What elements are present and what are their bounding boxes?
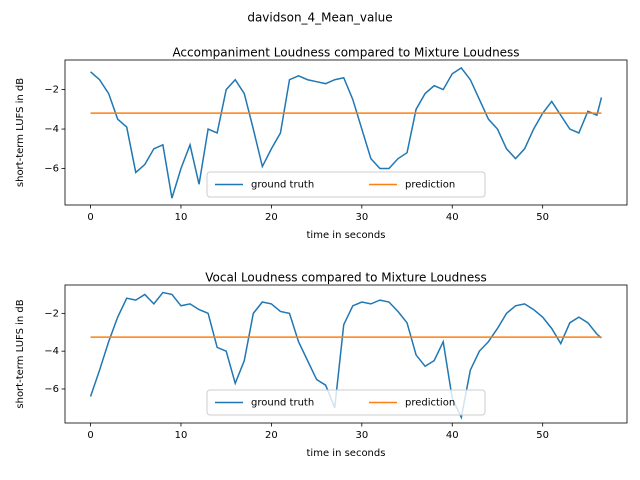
legend-box — [206, 171, 486, 198]
legend-box — [206, 389, 486, 416]
series-line — [90, 66, 603, 199]
x-tick-label: 40 — [446, 212, 459, 223]
legend-label: prediction — [405, 180, 455, 191]
x-tick-label: 10 — [175, 212, 188, 223]
y-axis-label: short-term LUFS in dB — [15, 299, 26, 408]
y-tick-label: −2 — [44, 85, 59, 96]
figure-title: davidson_4_Mean_value — [247, 11, 392, 25]
legend-label: prediction — [405, 398, 455, 409]
y-tick-label: −4 — [44, 124, 59, 135]
x-tick-label: 30 — [355, 430, 368, 441]
x-tick-label: 10 — [175, 430, 188, 441]
x-tick-label: 50 — [536, 212, 549, 223]
x-tick-label: 0 — [87, 212, 93, 223]
x-tick-label: 20 — [265, 430, 278, 441]
y-axis-label: short-term LUFS in dB — [15, 78, 26, 187]
series-line — [89, 291, 602, 420]
legend-label: ground truth — [251, 398, 314, 409]
y-tick-label: −4 — [44, 346, 59, 357]
x-tick-label: 50 — [536, 430, 549, 441]
axes-frame — [64, 59, 628, 206]
axes-frame — [64, 284, 628, 424]
axes-title: Vocal Loudness compared to Mixture Loudn… — [205, 271, 487, 285]
x-tick-label: 40 — [446, 430, 459, 441]
x-tick-label: 20 — [265, 212, 278, 223]
x-tick-label: 30 — [355, 212, 368, 223]
axes-title: Accompaniment Loudness compared to Mixtu… — [172, 46, 519, 60]
y-tick-label: −6 — [44, 384, 59, 395]
y-tick-label: −6 — [44, 164, 59, 175]
legend-label: ground truth — [251, 180, 314, 191]
x-axis-label: time in seconds — [307, 448, 386, 459]
x-tick-label: 0 — [87, 430, 93, 441]
y-tick-label: −2 — [44, 308, 59, 319]
x-axis-label: time in seconds — [307, 230, 386, 241]
